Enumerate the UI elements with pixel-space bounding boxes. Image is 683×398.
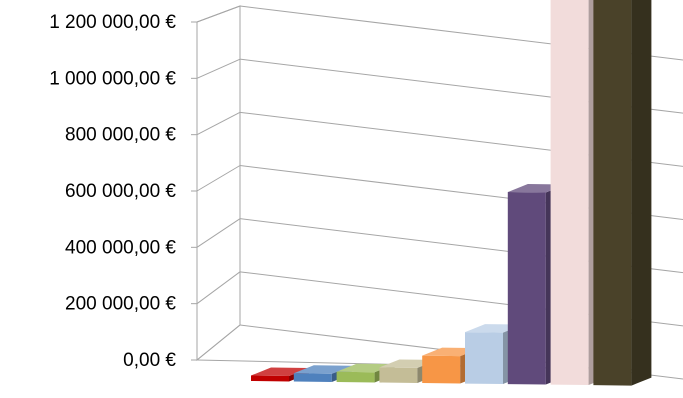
bar-front-face (336, 371, 375, 383)
gridline-side (196, 324, 241, 361)
bars (251, 0, 652, 386)
gridline-side (196, 111, 241, 136)
y-tick-label: 800 000,00 € (65, 125, 176, 146)
y-axis-tick-labels: 0,00 € 200 000,00 € 400 000,00 € 600 000,00… (49, 12, 176, 371)
bar-top-face (293, 365, 352, 374)
bar-front-face (507, 192, 546, 385)
bar-front-face (422, 355, 461, 384)
gridline-side (196, 58, 241, 79)
bar-front-face (550, 0, 589, 386)
bar-front-face (251, 375, 289, 382)
y-tick-label: 600 000,00 € (65, 181, 176, 202)
gridline-side (196, 218, 241, 248)
bar-side-face (631, 0, 652, 386)
y-tick-label: 0,00 € (123, 350, 176, 371)
bar-front-face (293, 373, 332, 382)
gridline-side (196, 271, 241, 305)
gridline-side (196, 5, 241, 23)
y-tick-label: 1 200 000,00 € (49, 12, 176, 33)
y-tick-label: 400 000,00 € (65, 237, 176, 258)
side-wall (196, 5, 241, 362)
y-tick-label: 1 000 000,00 € (49, 68, 176, 89)
bar-front-face (593, 0, 632, 386)
bar-front-face (379, 367, 418, 383)
bar-top-face (336, 363, 395, 373)
bar (593, 0, 652, 386)
bar-top-face (251, 367, 309, 376)
y-tick-label: 200 000,00 € (65, 294, 176, 315)
bar-front-face (465, 332, 503, 385)
gridline-side (196, 165, 241, 192)
